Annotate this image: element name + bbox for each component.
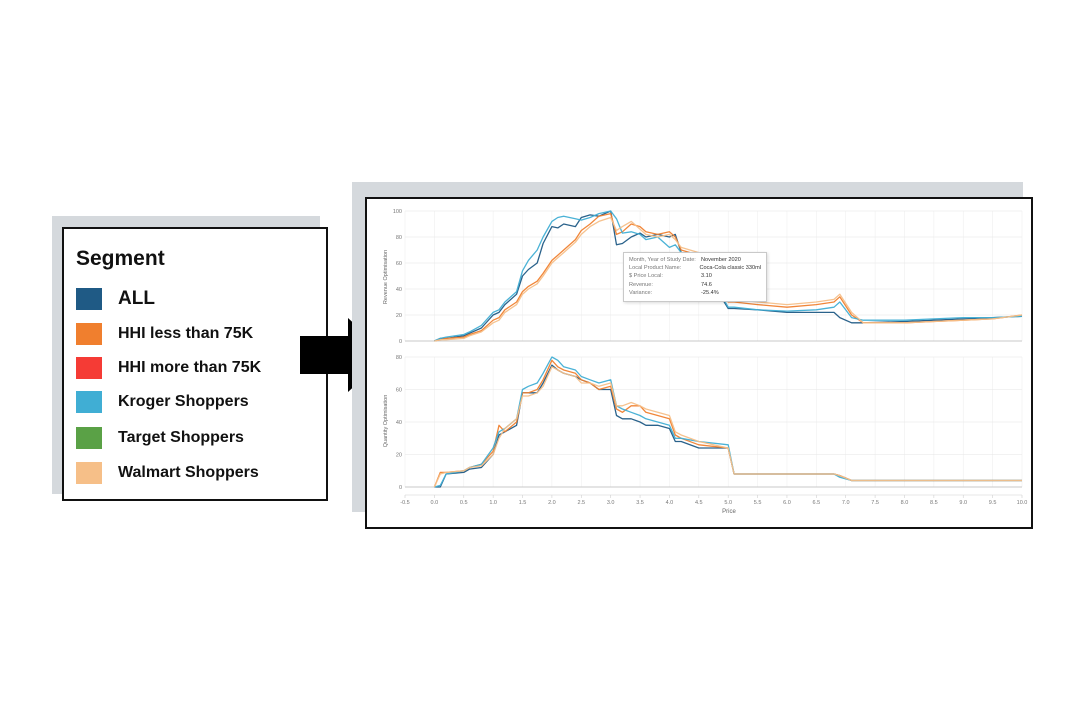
revenue-axis-label: Revenue Optimisation bbox=[383, 250, 389, 304]
quantity-axis-label: Quantity Optimisation bbox=[383, 395, 389, 448]
x-tick-label: 0.5 bbox=[460, 500, 468, 506]
tooltip-row: Local Product Name: Coca-Cola classic 33… bbox=[629, 264, 761, 272]
x-tick-label: 2.5 bbox=[577, 500, 585, 506]
legend-item-kroger[interactable]: Kroger Shoppers bbox=[76, 390, 249, 414]
tooltip-value: 3.10 bbox=[701, 273, 712, 280]
tooltip-row: $ Price Local: 3.10 bbox=[629, 272, 761, 280]
x-tick-label: 6.0 bbox=[783, 500, 791, 506]
y-tick-label: 100 bbox=[393, 209, 402, 215]
series-line-hhi-less-than-75k[interactable] bbox=[434, 212, 1023, 342]
x-tick-label: 3.0 bbox=[607, 500, 615, 506]
chart-panel: 0 20 40 60 80 100 0 20 40 60 80 -0.5 0.0 0.5 1.0 1.5 2.… bbox=[365, 197, 1033, 529]
series-line-kroger-shoppers[interactable] bbox=[434, 210, 1023, 342]
legend-item-hhi-more-75k[interactable]: HHI more than 75K bbox=[76, 356, 261, 380]
x-tick-label: 9.0 bbox=[959, 500, 967, 506]
x-tick-label: 1.5 bbox=[519, 500, 527, 506]
legend-label: Walmart Shoppers bbox=[118, 464, 259, 481]
y-tick-label: 60 bbox=[396, 388, 402, 394]
y-tick-label: 0 bbox=[399, 485, 402, 491]
tooltip-value: -25.4% bbox=[701, 289, 719, 296]
x-tick-label: 0.0 bbox=[431, 500, 439, 506]
tooltip-key: Revenue: bbox=[629, 281, 653, 288]
legend-item-walmart[interactable]: Walmart Shoppers bbox=[76, 461, 259, 485]
x-tick-label: 7.0 bbox=[842, 500, 850, 506]
y-tick-label: 60 bbox=[396, 261, 402, 267]
tooltip-key: $ Price Local: bbox=[629, 273, 663, 280]
x-tick-label: -0.5 bbox=[400, 500, 409, 506]
legend-swatch bbox=[76, 391, 102, 413]
x-tick-label: 4.5 bbox=[695, 500, 703, 506]
tooltip-value: November 2020 bbox=[701, 257, 741, 263]
quantity-plot: 0 20 40 60 80 -0.5 0.0 0.5 1.0 1.5 2.0 2.5 3.0 3.5 4.0… bbox=[396, 355, 1027, 506]
legend-label: HHI less than 75K bbox=[118, 325, 254, 342]
tooltip-key: Month, Year of Study Date: bbox=[629, 257, 696, 263]
tooltip-value: 74.6 bbox=[701, 281, 712, 288]
y-tick-label: 0 bbox=[399, 339, 402, 345]
y-tick-label: 40 bbox=[396, 420, 402, 426]
revenue-plot: 0 20 40 60 80 100 bbox=[393, 209, 1023, 345]
tooltip-row: Variance: -25.4% bbox=[629, 289, 761, 297]
x-tick-label: 8.0 bbox=[901, 500, 909, 506]
y-tick-label: 80 bbox=[396, 355, 402, 361]
legend-swatch bbox=[76, 357, 102, 379]
y-tick-label: 20 bbox=[396, 313, 402, 319]
legend-title: Segment bbox=[76, 247, 165, 270]
legend: Segment ALL HHI less than 75K HHI more t… bbox=[62, 227, 328, 501]
legend-item-all[interactable]: ALL bbox=[76, 287, 155, 311]
legend-item-hhi-less-75k[interactable]: HHI less than 75K bbox=[76, 322, 253, 346]
series-line-walmart-shoppers[interactable] bbox=[434, 216, 1023, 342]
series-line-kroger-shoppers[interactable] bbox=[434, 356, 1022, 488]
tooltip-value: Coca-Cola classic 330ml bbox=[699, 265, 761, 272]
x-tick-label: 5.0 bbox=[724, 500, 732, 506]
y-tick-label: 80 bbox=[396, 235, 402, 241]
tooltip-row: Month, Year of Study Date: November 2020 bbox=[629, 256, 761, 264]
legend-swatch bbox=[76, 427, 102, 449]
y-tick-label: 40 bbox=[396, 287, 402, 293]
x-tick-label: 2.0 bbox=[548, 500, 556, 506]
x-tick-label: 1.0 bbox=[489, 500, 497, 506]
tooltip-key: Variance: bbox=[629, 289, 653, 296]
legend-item-target[interactable]: Target Shoppers bbox=[76, 426, 244, 450]
x-tick-label: 7.5 bbox=[871, 500, 879, 506]
series-line-all[interactable] bbox=[434, 210, 1023, 342]
x-tick-label: 4.0 bbox=[666, 500, 674, 506]
y-tick-label: 20 bbox=[396, 453, 402, 459]
legend-swatch bbox=[76, 323, 102, 345]
price-axis-label: Price bbox=[722, 509, 736, 515]
legend-label: Kroger Shoppers bbox=[118, 393, 249, 410]
legend-swatch bbox=[76, 288, 102, 310]
series-line-walmart-shoppers[interactable] bbox=[433, 366, 1022, 488]
x-tick-label: 6.5 bbox=[813, 500, 821, 506]
x-tick-label: 3.5 bbox=[636, 500, 644, 506]
tooltip: Month, Year of Study Date: November 2020… bbox=[623, 252, 767, 302]
legend-swatch bbox=[76, 462, 102, 484]
x-tick-label: 10.0 bbox=[1017, 500, 1028, 506]
legend-label: ALL bbox=[118, 288, 155, 309]
legend-label: HHI more than 75K bbox=[118, 359, 262, 376]
x-tick-label: 9.5 bbox=[989, 500, 997, 506]
x-tick-label: 8.5 bbox=[930, 500, 938, 506]
legend-label: Target Shoppers bbox=[118, 429, 244, 446]
tooltip-row: Revenue: 74.6 bbox=[629, 281, 761, 289]
chart-canvas: 0 20 40 60 80 100 0 20 40 60 80 -0.5 0.0 0.5 1.0 1.5 2.… bbox=[383, 209, 1027, 515]
x-tick-label: 5.5 bbox=[754, 500, 762, 506]
tooltip-key: Local Product Name: bbox=[629, 265, 682, 272]
